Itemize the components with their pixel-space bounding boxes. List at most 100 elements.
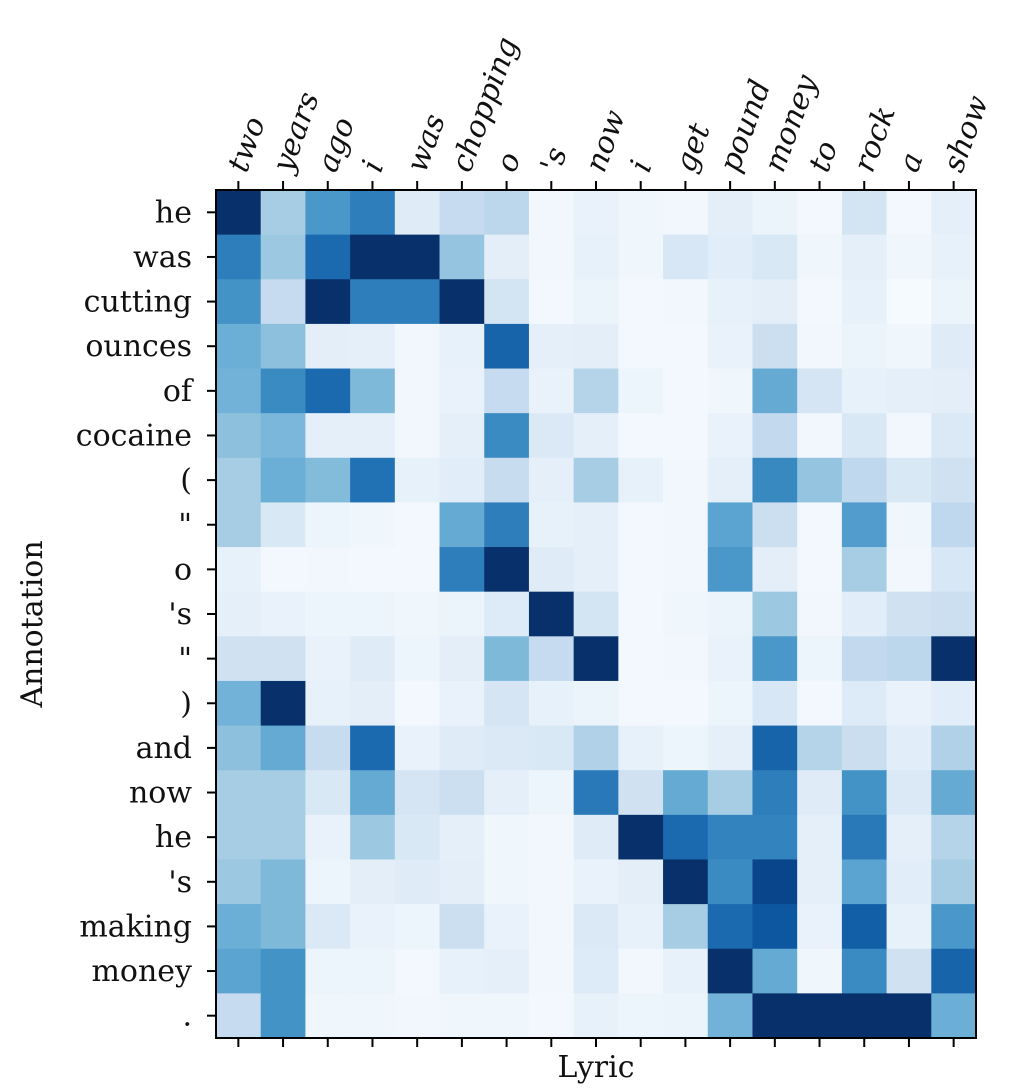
heatmap-cell [663,725,709,771]
heatmap-cell [931,190,977,236]
heatmap-cell [797,993,843,1039]
heatmap-cell [439,636,485,682]
heatmap-cell [484,993,530,1039]
heatmap-cell [931,457,977,504]
heatmap-cell [350,993,396,1039]
heatmap-cell [439,725,485,771]
heatmap-cell [350,457,396,504]
heatmap-cell [797,725,843,771]
heatmap-cell [797,680,843,727]
heatmap-cell [618,680,664,727]
heatmap-cell [752,234,798,280]
heatmap-cell [707,993,754,1039]
heatmap-cell [841,636,888,682]
heatmap-cell [305,591,351,637]
heatmap-cell [439,547,485,593]
heatmap-cell [931,859,977,905]
heatmap-cell [886,547,932,593]
heatmap-cell [663,770,709,816]
heatmap-cell [707,948,754,994]
x-tick-label: a [892,148,931,177]
heatmap-cell [931,725,977,771]
heatmap-cell [394,323,441,370]
heatmap-cell [528,457,575,504]
heatmap-cell [618,190,664,236]
heatmap-cell [886,680,932,727]
heatmap-cell [394,636,441,682]
heatmap-cell [707,368,754,414]
heatmap-cell [886,413,932,459]
x-tick-label: was [400,109,453,176]
heatmap-cell [305,859,351,905]
heatmap-cell [707,636,754,682]
heatmap-cell [618,993,664,1039]
heatmap-cell [618,770,664,816]
heatmap-cell [260,323,307,370]
heatmap-cell [216,859,262,905]
heatmap-cell [216,725,262,771]
heatmap-cell [931,591,977,637]
heatmap-cell [305,323,351,370]
heatmap-cell [484,547,530,593]
heatmap-cell [663,279,709,325]
heatmap-cell [350,770,396,816]
heatmap-cell [350,948,396,994]
heatmap-cell [484,190,530,236]
heatmap-cell [841,368,888,414]
heatmap-cell [841,234,888,280]
heatmap-cell [305,368,351,414]
heatmap-cell [260,948,307,994]
heatmap-cell [528,323,575,370]
heatmap-cell [752,725,798,771]
heatmap-cell [841,993,888,1039]
heatmap-cell [350,680,396,727]
heatmap-cell [931,234,977,280]
heatmap-cell [797,814,843,861]
heatmap-cell [886,190,932,236]
heatmap-cell [350,368,396,414]
heatmap-cell [528,636,575,682]
heatmap-cell [573,993,619,1039]
heatmap-cell [886,904,932,950]
heatmap-cell [931,368,977,414]
heatmap-cell [618,904,664,950]
heatmap-cell [618,725,664,771]
heatmap-cell [573,190,619,236]
heatmap-cell [216,636,262,682]
heatmap-cell [886,502,932,548]
heatmap-cell [841,814,888,861]
heatmap-cell [394,993,441,1039]
heatmap-cell [216,368,262,414]
heatmap-cell [260,725,307,771]
y-axis-ticks: he was cutting ounces of cocaine (" o 's ") and now… [76,195,216,1034]
heatmap-cell [216,457,262,504]
heatmap-cell [797,279,843,325]
y-axis-label: Annotation [15,540,50,708]
heatmap-cell [350,859,396,905]
heatmap-cell [305,680,351,727]
heatmap-cell [439,323,485,370]
heatmap-cell [841,859,888,905]
heatmap-cell [841,413,888,459]
heatmap-cell [350,591,396,637]
heatmap-cell [394,680,441,727]
y-tick-label: now [129,776,192,811]
heatmap-cell [350,413,396,459]
heatmap-cell [663,636,709,682]
heatmap-cell [216,680,262,727]
heatmap-cell [394,190,441,236]
heatmap-cell [573,413,619,459]
heatmap-cell [886,591,932,637]
heatmap-cell [752,547,798,593]
heatmap-cell [439,413,485,459]
heatmap-cell [752,680,798,727]
heatmap-cell [752,457,798,504]
x-tick-label: to [802,136,845,176]
heatmap-cell [484,814,530,861]
y-tick-label: 's [168,597,192,632]
heatmap-cell [931,502,977,548]
heatmap-cell [484,725,530,771]
heatmap-cell [707,502,754,548]
heatmap-cell [752,904,798,950]
